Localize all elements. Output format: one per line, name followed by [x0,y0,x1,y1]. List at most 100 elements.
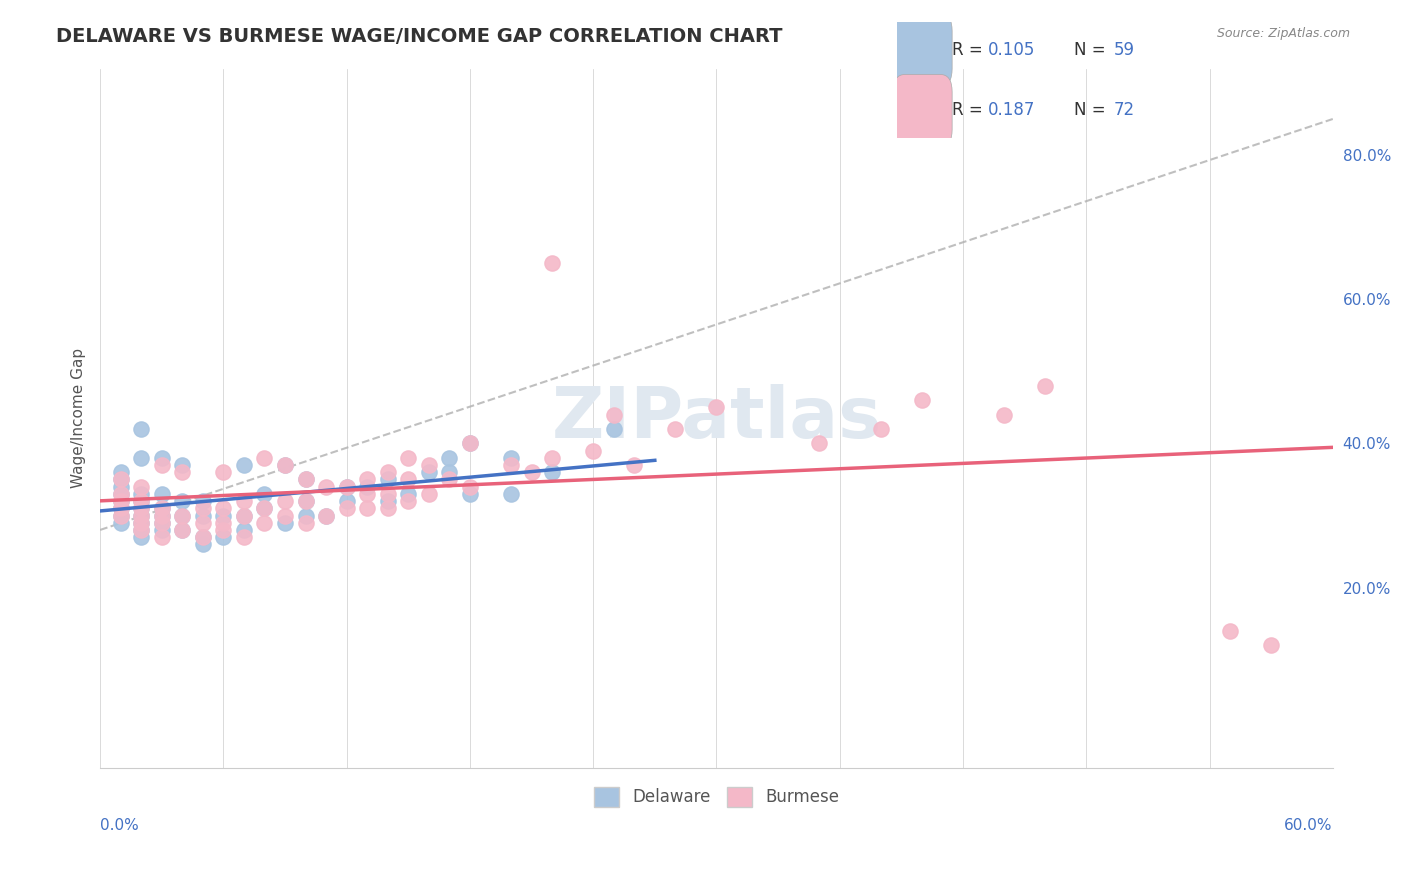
Point [129,494,152,508]
Point [499,450,522,465]
Point [582,443,605,458]
Point [129,501,152,516]
Text: N =: N = [1074,102,1111,120]
Point [212,516,235,530]
Point [110,465,132,479]
Point [129,487,152,501]
Point [129,523,152,537]
Point [191,516,214,530]
FancyBboxPatch shape [893,75,952,147]
Point [172,523,194,537]
Text: DELAWARE VS BURMESE WAGE/INCOME GAP CORRELATION CHART: DELAWARE VS BURMESE WAGE/INCOME GAP CORR… [56,27,783,45]
Point [336,494,359,508]
Point [191,530,214,544]
Point [172,465,194,479]
Point [1033,378,1056,392]
Point [1260,638,1282,652]
Point [458,487,481,501]
Point [377,494,399,508]
Point [212,465,235,479]
Point [110,473,132,487]
Point [253,501,276,516]
Point [499,458,522,472]
Point [993,408,1015,422]
Point [377,487,399,501]
Point [315,480,337,494]
Point [869,422,891,436]
Point [356,473,378,487]
Point [232,530,254,544]
Point [150,487,173,501]
Point [150,501,173,516]
Point [458,436,481,450]
Point [110,501,132,516]
Point [396,494,419,508]
Text: 72: 72 [1114,102,1135,120]
Point [499,487,522,501]
Point [377,465,399,479]
Point [396,487,419,501]
Point [623,458,645,472]
Point [150,516,173,530]
Point [129,422,152,436]
Point [129,480,152,494]
Point [172,523,194,537]
Point [253,450,276,465]
Point [458,436,481,450]
Text: 60.0%: 60.0% [1284,818,1333,833]
Text: 59: 59 [1114,41,1135,59]
Point [129,516,152,530]
Point [150,450,173,465]
Point [150,458,173,472]
Point [274,494,297,508]
Point [172,508,194,523]
Point [232,458,254,472]
Point [274,508,297,523]
Point [253,516,276,530]
Point [294,516,316,530]
Point [294,494,316,508]
Point [110,501,132,516]
Point [911,393,934,408]
Point [294,494,316,508]
Point [253,487,276,501]
Point [110,480,132,494]
Point [541,256,564,270]
Point [172,508,194,523]
Point [129,501,152,516]
Point [212,501,235,516]
Point [706,401,728,415]
Text: 0.187: 0.187 [987,102,1035,120]
Point [191,494,214,508]
Point [356,501,378,516]
Point [418,487,440,501]
Point [315,508,337,523]
Point [356,480,378,494]
Point [336,501,359,516]
Point [294,473,316,487]
Point [129,523,152,537]
Point [129,530,152,544]
Point [110,508,132,523]
Point [520,465,543,479]
Point [253,501,276,516]
Point [129,508,152,523]
Point [396,473,419,487]
Point [191,530,214,544]
Text: N =: N = [1074,41,1111,59]
Point [418,465,440,479]
Point [356,487,378,501]
Point [191,501,214,516]
Point [110,508,132,523]
Point [439,473,461,487]
Point [172,494,194,508]
Y-axis label: Wage/Income Gap: Wage/Income Gap [72,348,86,488]
Point [212,508,235,523]
Text: Source: ZipAtlas.com: Source: ZipAtlas.com [1216,27,1350,40]
Point [274,458,297,472]
Point [377,501,399,516]
Text: 0.0%: 0.0% [100,818,139,833]
Point [336,480,359,494]
Point [150,530,173,544]
Point [191,537,214,551]
